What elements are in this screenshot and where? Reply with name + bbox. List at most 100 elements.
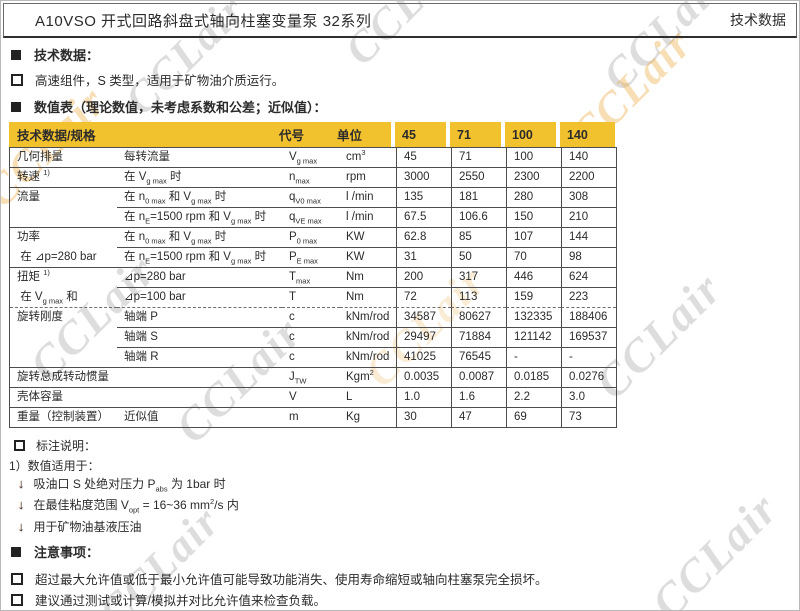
row-symbol: c <box>282 327 340 347</box>
row-label: 在 ⊿p=280 bar <box>17 251 97 263</box>
row-value: 0.0276 <box>561 367 616 387</box>
row-label: 在 Vg max 和 <box>17 291 78 306</box>
down-arrow-icon: ↓ <box>18 519 25 534</box>
row-value: 1.6 <box>451 387 506 407</box>
row-value: 1.0 <box>396 387 451 407</box>
row-value: 140 <box>561 147 616 167</box>
caution-item: 建议通过测试或计算/模拟并对比允许值来检查负载。 <box>35 594 326 608</box>
row-value: - <box>506 347 561 367</box>
row-value: 0.0185 <box>506 367 561 387</box>
row-value: 41025 <box>396 347 451 367</box>
row-value: 106.6 <box>451 207 506 227</box>
table-row: 重量（控制装置） 近似值 m Kg 30 47 69 73 <box>10 407 616 427</box>
section-text: 高速组件，S 类型，适用于矿物油介质运行。 <box>35 74 285 88</box>
note-bullet-line: ↓ 在最佳粘度范围 Vopt = 16~36 mm2/s 内 <box>18 496 239 514</box>
caution-item-line: 超过最大允许值或低于最小允许值可能导致功能消失、使用寿命缩短或轴向柱塞泵完全损坏… <box>11 569 548 588</box>
watermark-text: CCLair <box>641 482 788 611</box>
row-value: 70 <box>506 247 561 267</box>
notes-title: 标注说明： <box>36 439 97 453</box>
outline-square-icon <box>11 593 23 606</box>
row-value: 150 <box>506 207 561 227</box>
row-label <box>10 207 117 227</box>
filled-square-icon <box>11 49 21 60</box>
row-value: 446 <box>506 267 561 287</box>
row-symbol: nmax <box>282 167 340 187</box>
table-row: 流量 在 n0 max 和 Vg max 时 qV0 max l /min 13… <box>10 187 616 207</box>
row-value: 2550 <box>451 167 506 187</box>
row-value: 121142 <box>506 327 561 347</box>
row-value: 69 <box>506 407 561 427</box>
row-value: 0.0035 <box>396 367 451 387</box>
header-unit: 单位 <box>337 129 363 143</box>
row-value: 67.5 <box>396 207 451 227</box>
page-title: A10VSO 开式回路斜盘式轴向柱塞变量泵 32系列 <box>35 12 372 30</box>
row-symbol: V <box>282 387 340 407</box>
row-unit: kNm/rod <box>340 327 396 347</box>
row-value: 107 <box>506 227 561 247</box>
header-size-71: 71 <box>450 122 501 147</box>
row-value: 2.2 <box>506 387 561 407</box>
outline-square-icon <box>11 572 23 585</box>
row-unit: rpm <box>340 167 396 187</box>
notes-title-line: 标注说明： <box>14 437 96 454</box>
row-value: 132335 <box>506 307 561 327</box>
table-row: 在 Vg max 和 ⊿p=100 bar T Nm 72 113 159 22… <box>10 287 616 307</box>
row-value: - <box>561 347 616 367</box>
table-body: 几何排量 每转流量 Vg max cm3 45 71 100 140 转速 1)… <box>9 147 617 428</box>
row-unit: cm3 <box>340 147 396 167</box>
note-bullet-line: ↓ 吸油口 S 处绝对压力 Pabs 为 1bar 时 <box>18 475 226 493</box>
row-value: 31 <box>396 247 451 267</box>
row-value: 317 <box>451 267 506 287</box>
row-value: 624 <box>561 267 616 287</box>
row-value: 200 <box>396 267 451 287</box>
row-unit: Kg <box>340 407 396 427</box>
row-condition: 轴端 R <box>117 347 282 367</box>
row-value: 181 <box>451 187 506 207</box>
row-unit: KW <box>340 247 396 267</box>
filled-square-icon <box>11 101 21 112</box>
row-value: 223 <box>561 287 616 307</box>
row-value: 113 <box>451 287 506 307</box>
row-label: 旋转刚度 <box>10 307 117 327</box>
outline-square-icon <box>14 440 25 451</box>
row-symbol: JTW <box>282 367 340 387</box>
row-unit: L <box>340 387 396 407</box>
row-value: 72 <box>396 287 451 307</box>
row-value: 3.0 <box>561 387 616 407</box>
row-value: 159 <box>506 287 561 307</box>
section-title: 数值表（理论数值，未考虑系数和公差；近似值）： <box>34 100 327 115</box>
table-row: 旋转刚度 轴端 P c kNm/rod 34587 80627 132335 1… <box>10 307 616 327</box>
row-value: 71884 <box>451 327 506 347</box>
row-symbol: T <box>282 287 340 307</box>
row-condition: 在 nE=1500 rpm 和 Vg max 时 <box>117 247 282 267</box>
header-spec-block: 技术数据/规格 代号 单位 <box>9 122 391 147</box>
row-condition: 在 n0 max 和 Vg max 时 <box>117 227 282 247</box>
row-value: 85 <box>451 227 506 247</box>
row-unit: Kgm2 <box>340 367 396 387</box>
row-condition: 每转流量 <box>117 147 282 167</box>
row-unit: KW <box>340 227 396 247</box>
section-tech-note: 高速组件，S 类型，适用于矿物油介质运行。 <box>11 70 284 89</box>
row-condition: 在 n0 max 和 Vg max 时 <box>117 187 282 207</box>
title-bar: A10VSO 开式回路斜盘式轴向柱塞变量泵 32系列 技术数据 <box>3 3 797 38</box>
row-label: 壳体容量 <box>10 387 117 407</box>
note-bullet-line: ↓ 用于矿物油基液压油 <box>18 518 142 535</box>
row-value: 144 <box>561 227 616 247</box>
row-value: 169537 <box>561 327 616 347</box>
row-unit: l /min <box>340 207 396 227</box>
table-row: 壳体容量 V L 1.0 1.6 2.2 3.0 <box>10 387 616 407</box>
row-condition <box>117 387 282 407</box>
row-value: 71 <box>451 147 506 167</box>
row-value: 76545 <box>451 347 506 367</box>
header-code: 代号 <box>279 129 305 143</box>
notes-intro: 1）数值适用于： <box>9 459 100 473</box>
row-value: 34587 <box>396 307 451 327</box>
row-unit: l /min <box>340 187 396 207</box>
row-condition: 轴端 P <box>117 307 282 327</box>
table-row: 旋转总成转动惯量 JTW Kgm2 0.0035 0.0087 0.0185 0… <box>10 367 616 387</box>
row-value: 47 <box>451 407 506 427</box>
page-title-right: 技术数据 <box>730 12 786 28</box>
row-condition: 在 nE=1500 rpm 和 Vg max 时 <box>117 207 282 227</box>
row-unit: Nm <box>340 267 396 287</box>
